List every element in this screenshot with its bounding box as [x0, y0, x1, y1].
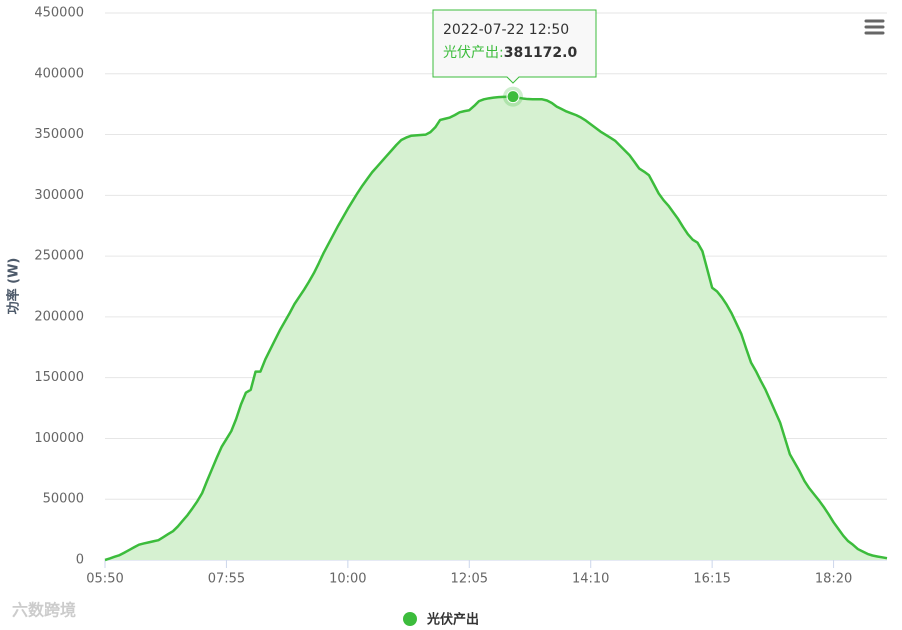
- y-tick-label: 150000: [34, 370, 84, 385]
- area-fill: [105, 96, 887, 560]
- y-tick-label: 250000: [34, 249, 84, 264]
- x-tick-label: 16:15: [693, 572, 730, 587]
- x-tick-label: 05:50: [86, 572, 123, 587]
- x-tick-label: 07:55: [208, 572, 245, 587]
- tooltip-title: 2022-07-22 12:50: [443, 22, 569, 38]
- legend-label[interactable]: 光伏产出: [426, 612, 479, 628]
- x-tick-label: 18:20: [815, 572, 852, 587]
- x-tick-label: 10:00: [329, 572, 366, 587]
- y-tick-label: 450000: [34, 6, 84, 21]
- watermark: 六数跨境: [12, 601, 76, 620]
- y-tick-label: 0: [76, 553, 84, 568]
- legend-symbol[interactable]: [403, 612, 417, 626]
- y-tick-label: 100000: [34, 431, 84, 446]
- hover-point: [506, 90, 520, 104]
- x-tick-label: 12:05: [451, 572, 488, 587]
- tooltip-value: 381172.0: [504, 45, 578, 61]
- y-tick-label: 200000: [34, 309, 84, 324]
- tooltip-row: 光伏产出:381172.0: [443, 45, 577, 61]
- y-tick-label: 50000: [43, 492, 84, 507]
- x-tick-label: 14:10: [572, 572, 609, 587]
- y-axis-title: 功率 (W): [6, 258, 22, 315]
- tooltip: 2022-07-22 12:50 光伏产出:381172.0: [432, 9, 597, 84]
- y-tick-label: 350000: [34, 127, 84, 142]
- tooltip-series: 光伏产出:: [443, 45, 504, 61]
- y-tick-label: 300000: [34, 188, 84, 203]
- series-line: [104, 95, 888, 562]
- tooltip-box: [432, 9, 597, 84]
- menu-button[interactable]: [864, 19, 885, 35]
- y-tick-label: 400000: [34, 66, 84, 81]
